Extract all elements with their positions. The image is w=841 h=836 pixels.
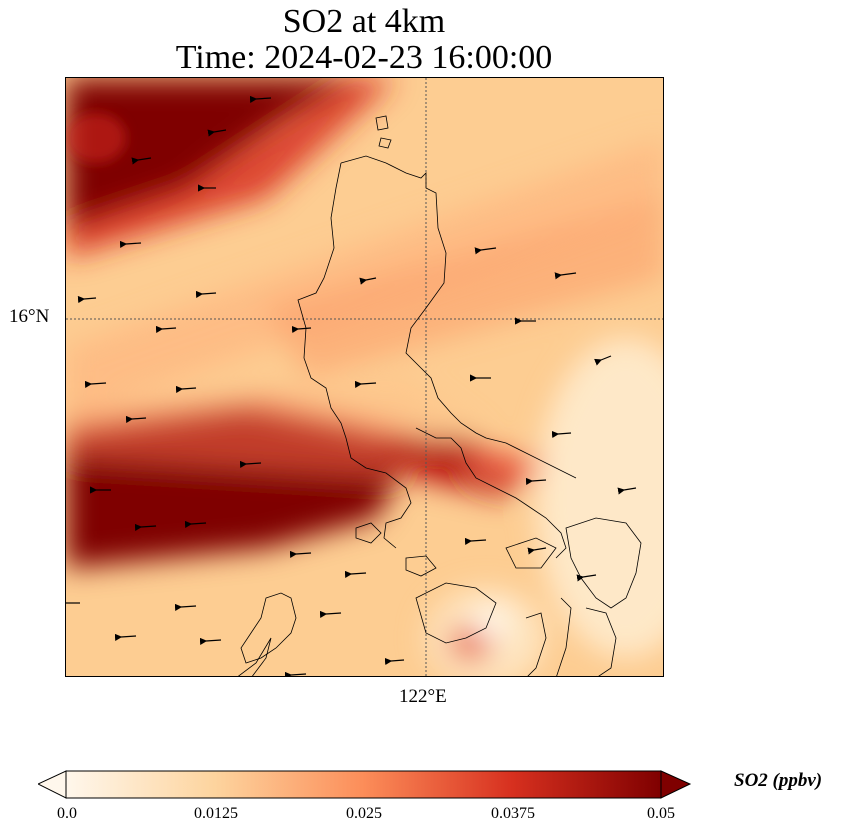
wind-vectors: [66, 95, 637, 676]
colorbar-tick: 0.0375: [491, 805, 535, 822]
map-panel: [65, 77, 664, 677]
colorbar-max-extend: [660, 770, 692, 799]
colorbar-tick: 0.0: [57, 805, 77, 822]
coastlines: [237, 115, 642, 676]
title-line-1: SO2 at 4km: [282, 3, 446, 40]
colorbar-label: SO2 (ppbv): [734, 770, 823, 791]
colorbar-tick: 0.0125: [194, 805, 238, 822]
colorbar-tick: 0.025: [346, 805, 382, 822]
longitude-label: 122°E: [399, 686, 447, 707]
colorbar-tick: 0.05: [647, 805, 675, 822]
colorbar-gradient: [65, 770, 662, 799]
title-line-2: Time: 2024-02-23 16:00:00: [175, 39, 553, 76]
colorbar-min-extend: [38, 770, 67, 799]
so2-map: [66, 78, 663, 676]
colorbar: [38, 770, 692, 799]
map-title: SO2 at 4km Time: 2024-02-23 16:00:00: [0, 4, 728, 76]
latitude-label: 16°N: [9, 306, 50, 327]
